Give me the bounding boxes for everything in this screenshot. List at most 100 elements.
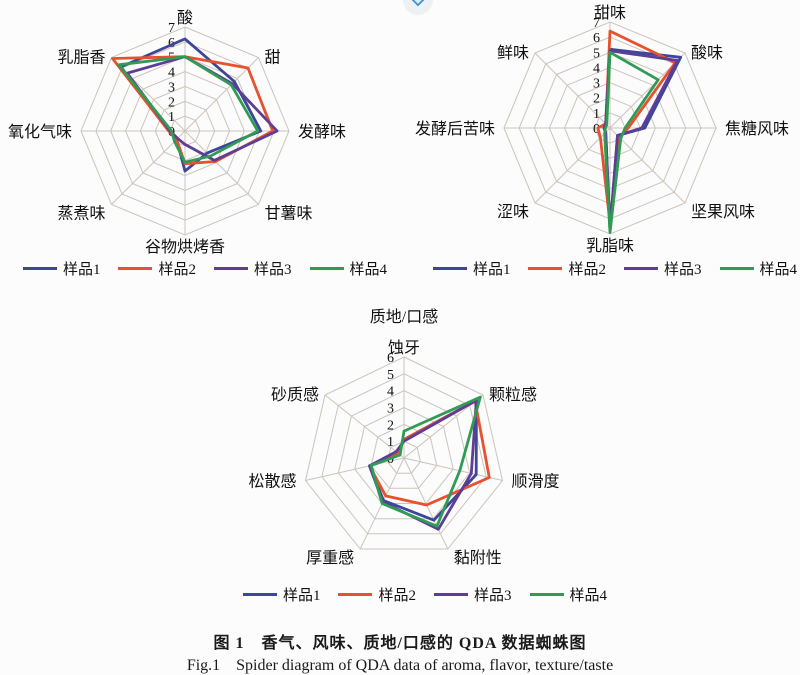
legend-swatch xyxy=(719,266,754,271)
series-line-4 xyxy=(603,50,660,234)
legend-aroma: 样品1 样品2 样品3 样品4 xyxy=(15,258,395,279)
axis-label: 鲜味 xyxy=(497,44,529,62)
legend-label: 样品2 xyxy=(158,262,196,278)
grid-ring xyxy=(594,112,626,144)
tick-label: 4 xyxy=(593,61,600,76)
grid-ring xyxy=(304,356,504,550)
legend-label: 样品3 xyxy=(254,262,292,278)
tick-label: 5 xyxy=(387,368,394,383)
axis-label: 乳脂香 xyxy=(57,49,105,67)
radar-chart-flavor: 7 6 5 4 3 2 1 0 甜味 酸味 焦糖风味 坚果风味 乳脂味 涩味 发酵后苦味 鲜味 xyxy=(410,0,800,256)
grid-ring xyxy=(337,390,471,520)
legend-texture: 样品1 样品2 样品3 样品4 xyxy=(240,584,610,605)
grid-ring xyxy=(80,26,290,236)
axis-label: 甜味 xyxy=(594,4,626,22)
legend-swatch xyxy=(528,266,563,271)
legend-label: 样品1 xyxy=(472,262,511,278)
radar-chart-texture: 6 5 4 3 2 1 0 蚀牙 颗粒感 顺滑度 黏附性 厚重感 松散感 砂质感 质地/口感 xyxy=(230,300,580,588)
legend-swatch xyxy=(22,266,57,271)
axis-label: 焦糖风味 xyxy=(725,120,789,138)
legend-swatch xyxy=(242,592,277,597)
legend-label: 样品2 xyxy=(378,588,416,604)
legend-item: 样品1 xyxy=(432,258,511,279)
axis-label: 甜 xyxy=(265,49,281,67)
legend-label: 样品3 xyxy=(664,262,702,278)
tick-label: 7 xyxy=(168,21,175,36)
legend-swatch xyxy=(309,266,344,271)
axis-label: 黏附性 xyxy=(454,549,502,567)
grid-ring xyxy=(139,85,231,177)
legend-swatch xyxy=(624,266,658,271)
figure-caption-en: Fig.1 Spider diagram of QDA data of arom… xyxy=(186,657,614,674)
legend-swatch xyxy=(434,592,468,597)
axis-label: 颗粒感 xyxy=(489,386,537,404)
axis-label: 松散感 xyxy=(248,473,296,491)
chart-title: 质地/口感 xyxy=(370,308,438,326)
tick-label: 1 xyxy=(168,110,175,125)
tick-label: 2 xyxy=(387,418,394,433)
axis-label: 氧化气味 xyxy=(8,123,72,141)
axis-spoke xyxy=(609,127,686,204)
legend-item: 样品2 xyxy=(118,258,196,279)
tick-label: 4 xyxy=(387,385,394,400)
axis-spoke xyxy=(534,127,611,204)
legend-label: 样品4 xyxy=(569,588,608,604)
legend-label: 样品3 xyxy=(474,588,512,604)
tick-label: 0 xyxy=(593,122,600,137)
axis-label: 酸味 xyxy=(691,44,723,62)
legend-item: 样品4 xyxy=(719,258,798,279)
axis-label: 厚重感 xyxy=(306,549,354,567)
grid-ring xyxy=(125,71,245,191)
floating-widget-button[interactable] xyxy=(403,0,433,15)
legend-item: 样品3 xyxy=(214,258,292,279)
axis-label: 发酵后苦味 xyxy=(415,120,495,138)
grid-ring xyxy=(321,373,487,535)
figure-caption-zh: 图 1 香气、风味、质地/口感的 QDA 数据蜘蛛图 xyxy=(213,635,587,652)
tick-label: 2 xyxy=(168,95,175,110)
legend-swatch xyxy=(432,266,467,271)
axis-label: 涩味 xyxy=(497,203,529,221)
axis-spoke xyxy=(184,57,259,132)
tick-label: 6 xyxy=(387,351,394,366)
legend-label: 样品2 xyxy=(568,262,606,278)
tick-label: 3 xyxy=(168,80,175,95)
tick-label: 3 xyxy=(387,402,394,417)
legend-item: 样品3 xyxy=(434,584,512,605)
axis-label: 砂质感 xyxy=(271,386,319,404)
tick-label: 7 xyxy=(593,16,600,31)
legend-label: 样品4 xyxy=(759,262,798,278)
legend-label: 样品1 xyxy=(282,588,321,604)
legend-label: 样品1 xyxy=(62,262,101,278)
axis-label: 坚果风味 xyxy=(691,203,755,221)
axis-label: 蚀牙 xyxy=(388,339,420,357)
tick-label: 4 xyxy=(168,66,175,81)
legend-item: 样品1 xyxy=(22,258,101,279)
tick-label: 3 xyxy=(593,77,600,92)
radar-chart-aroma: 7 6 5 4 3 2 1 0 酸甜发酵味 甘薯味 谷物烘烤香 蒸煮味 氧化气味 乳脂香 xyxy=(0,0,370,256)
legend-swatch xyxy=(338,592,373,597)
axis-label: 甘薯味 xyxy=(265,205,313,223)
legend-item: 样品4 xyxy=(309,258,388,279)
axis-spoke xyxy=(534,52,611,129)
series-line-3 xyxy=(602,49,679,231)
tick-label: 6 xyxy=(593,31,600,46)
tick-label: 2 xyxy=(593,92,600,107)
axis-spoke xyxy=(111,130,186,205)
legend-item: 样品2 xyxy=(338,584,416,605)
axis-spoke xyxy=(184,130,259,205)
axis-label: 酸 xyxy=(177,9,193,27)
grid-ring xyxy=(354,406,454,504)
tick-label: 1 xyxy=(387,435,394,450)
axis-label: 发酵味 xyxy=(298,123,346,141)
grid-ring xyxy=(503,21,717,235)
tick-label: 1 xyxy=(593,107,600,122)
axis-label: 乳脂味 xyxy=(586,237,634,255)
legend-item: 样品2 xyxy=(528,258,606,279)
series-line-2 xyxy=(111,55,275,166)
legend-label: 样品4 xyxy=(349,262,388,278)
axis-label: 顺滑度 xyxy=(512,473,560,491)
grid-ring xyxy=(387,440,421,474)
legend-item: 样品3 xyxy=(624,258,702,279)
